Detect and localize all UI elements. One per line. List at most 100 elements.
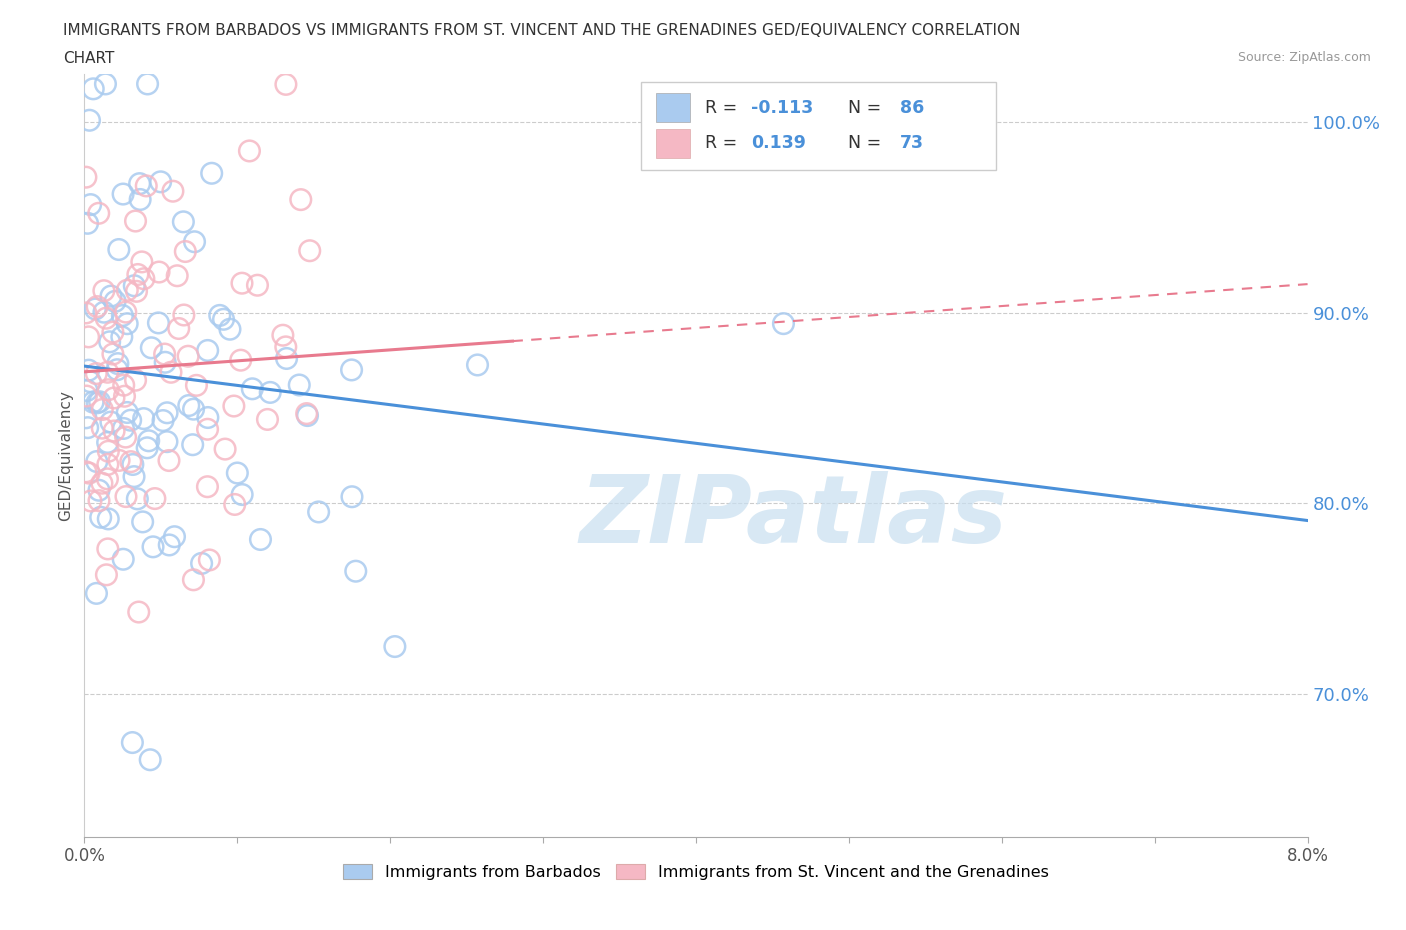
FancyBboxPatch shape bbox=[641, 82, 995, 170]
Text: CHART: CHART bbox=[63, 51, 115, 66]
Point bbox=[107, 356, 129, 371]
Point bbox=[97, 457, 120, 472]
Text: N =: N = bbox=[837, 99, 886, 117]
Point bbox=[112, 551, 135, 566]
Point bbox=[177, 349, 200, 364]
Text: 86: 86 bbox=[900, 99, 925, 117]
Point bbox=[87, 483, 110, 498]
Point bbox=[143, 491, 166, 506]
Point bbox=[136, 76, 159, 91]
Point bbox=[181, 437, 204, 452]
Point bbox=[274, 339, 297, 354]
Text: R =: R = bbox=[704, 99, 742, 117]
Point bbox=[249, 532, 271, 547]
Point bbox=[82, 82, 104, 97]
Point bbox=[135, 179, 157, 193]
Point bbox=[138, 433, 160, 448]
Point bbox=[112, 421, 135, 436]
Point bbox=[87, 493, 110, 508]
Point bbox=[84, 301, 107, 316]
Point bbox=[197, 422, 219, 437]
Point bbox=[197, 343, 219, 358]
Point bbox=[167, 321, 190, 336]
Point bbox=[77, 363, 100, 378]
Y-axis label: GED/Equivalency: GED/Equivalency bbox=[58, 391, 73, 521]
Point bbox=[183, 402, 205, 417]
Point bbox=[190, 556, 212, 571]
Point bbox=[75, 170, 97, 185]
Point bbox=[122, 469, 145, 484]
Point bbox=[174, 244, 197, 259]
Point bbox=[97, 435, 120, 450]
Point bbox=[139, 752, 162, 767]
Point bbox=[86, 299, 108, 314]
Point bbox=[86, 395, 108, 410]
Point bbox=[149, 175, 172, 190]
Point bbox=[148, 265, 170, 280]
Point bbox=[124, 214, 146, 229]
Point bbox=[80, 494, 103, 509]
Text: -0.113: -0.113 bbox=[751, 99, 813, 117]
Point bbox=[97, 444, 120, 458]
Point bbox=[87, 206, 110, 220]
Point bbox=[128, 176, 150, 191]
Point bbox=[75, 464, 97, 479]
Point bbox=[120, 413, 142, 428]
Text: N =: N = bbox=[837, 134, 886, 152]
Point bbox=[340, 489, 363, 504]
Point bbox=[132, 272, 155, 286]
Point bbox=[186, 378, 208, 392]
Point bbox=[467, 357, 489, 372]
Point bbox=[77, 329, 100, 344]
Point bbox=[298, 244, 321, 259]
Point bbox=[246, 278, 269, 293]
Point bbox=[148, 315, 170, 330]
Point bbox=[75, 389, 97, 404]
Point bbox=[108, 242, 131, 257]
Point bbox=[226, 466, 249, 481]
Point bbox=[219, 322, 242, 337]
Point bbox=[103, 423, 125, 438]
Point bbox=[240, 381, 263, 396]
Point bbox=[127, 491, 149, 506]
Point bbox=[103, 391, 125, 405]
Point bbox=[201, 166, 224, 180]
Point bbox=[163, 529, 186, 544]
Point bbox=[152, 413, 174, 428]
Point bbox=[124, 373, 146, 388]
Point bbox=[98, 335, 121, 350]
Legend: Immigrants from Barbados, Immigrants from St. Vincent and the Grenadines: Immigrants from Barbados, Immigrants fro… bbox=[337, 857, 1054, 886]
Point bbox=[297, 408, 319, 423]
Point bbox=[340, 363, 363, 378]
Point bbox=[105, 363, 128, 378]
Point bbox=[79, 113, 101, 127]
Point bbox=[131, 255, 153, 270]
Point bbox=[86, 454, 108, 469]
Point bbox=[100, 288, 122, 303]
Point bbox=[89, 394, 111, 409]
Point bbox=[76, 216, 98, 231]
Point bbox=[160, 365, 183, 379]
Point bbox=[344, 564, 367, 578]
Point bbox=[157, 453, 180, 468]
Point bbox=[214, 442, 236, 457]
Point bbox=[177, 398, 200, 413]
Text: Source: ZipAtlas.com: Source: ZipAtlas.com bbox=[1237, 51, 1371, 64]
Point bbox=[127, 267, 149, 282]
Point bbox=[96, 472, 118, 486]
Point bbox=[259, 385, 281, 400]
Point bbox=[100, 415, 122, 430]
Point bbox=[90, 510, 112, 525]
Point bbox=[111, 329, 134, 344]
Point bbox=[76, 383, 98, 398]
Point bbox=[288, 378, 311, 392]
Point bbox=[153, 355, 176, 370]
Point bbox=[93, 305, 115, 320]
Point bbox=[94, 76, 117, 91]
Point bbox=[162, 184, 184, 199]
Point bbox=[114, 389, 136, 404]
Point bbox=[141, 340, 163, 355]
Point bbox=[114, 430, 136, 445]
Point bbox=[183, 572, 205, 587]
Point bbox=[97, 365, 120, 379]
